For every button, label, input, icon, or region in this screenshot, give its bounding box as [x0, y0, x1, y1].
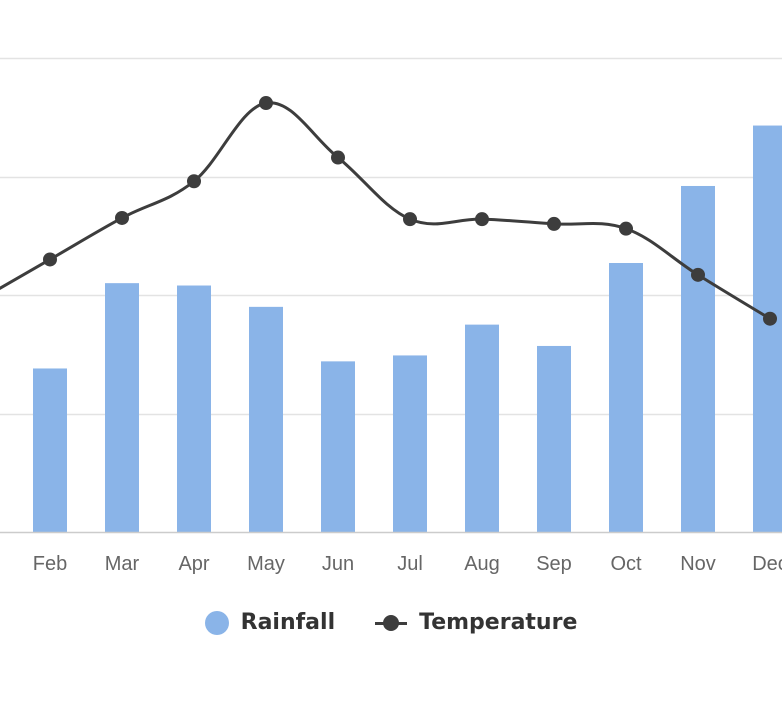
temperature-point-feb[interactable]: [43, 252, 57, 267]
x-tick-aug: Aug: [464, 553, 500, 575]
legend-label-temperature: Temperature: [419, 610, 578, 635]
temperature-point-jun[interactable]: [331, 150, 345, 165]
x-tick-oct: Oct: [610, 553, 642, 575]
x-tick-apr: Apr: [178, 553, 209, 575]
rainfall-bar-nov[interactable]: [681, 185, 715, 533]
temperature-point-nov[interactable]: [691, 267, 705, 282]
temperature-point-may[interactable]: [259, 96, 273, 111]
x-tick-feb: Feb: [33, 553, 67, 575]
rainfall-bar-may[interactable]: [249, 306, 283, 532]
line-marker-icon: [375, 611, 408, 635]
circle-icon: [204, 610, 229, 635]
x-tick-may: May: [247, 553, 285, 575]
legend-item-temperature[interactable]: Temperature: [375, 610, 577, 635]
legend-label-rainfall: Rainfall: [240, 610, 336, 635]
temperature-line: [0, 101, 771, 320]
rainfall-bar-jul[interactable]: [393, 355, 427, 532]
rainfall-bar-sep[interactable]: [537, 345, 571, 532]
temperature-point-jul[interactable]: [403, 212, 417, 227]
temperature-point-aug[interactable]: [475, 212, 489, 227]
x-tick-labels: Feb Mar Apr May Jun Jul Aug Sep Oct Nov Dec: [33, 553, 782, 575]
temperature-points: [43, 96, 777, 326]
x-tick-sep: Sep: [536, 553, 572, 575]
rainfall-bar-apr[interactable]: [177, 285, 211, 532]
temperature-point-apr[interactable]: [187, 174, 201, 189]
rainfall-bar-oct[interactable]: [609, 263, 643, 532]
temperature-point-dec[interactable]: [763, 311, 777, 326]
x-tick-jul: Jul: [397, 553, 423, 575]
x-tick-nov: Nov: [680, 553, 716, 575]
x-tick-dec: Dec: [752, 553, 782, 575]
x-tick-mar: Mar: [105, 553, 140, 575]
rainfall-bar-jun[interactable]: [321, 361, 355, 532]
rainfall-bar-dec[interactable]: [753, 125, 782, 533]
chart: Feb Mar Apr May Jun Jul Aug Sep Oct Nov Dec: [0, 57, 782, 575]
x-tick-jun: Jun: [322, 553, 354, 575]
temperature-point-oct[interactable]: [619, 221, 633, 236]
legend-item-rainfall[interactable]: Rainfall: [204, 610, 336, 635]
temperature-point-sep[interactable]: [547, 216, 561, 231]
rainfall-bar-mar[interactable]: [105, 283, 139, 532]
legend: Rainfall Temperature: [0, 610, 782, 635]
rainfall-bar-feb[interactable]: [33, 368, 67, 532]
rainfall-bar-aug[interactable]: [465, 324, 499, 532]
rainfall-bars: [33, 125, 782, 533]
temperature-point-mar[interactable]: [115, 210, 129, 225]
